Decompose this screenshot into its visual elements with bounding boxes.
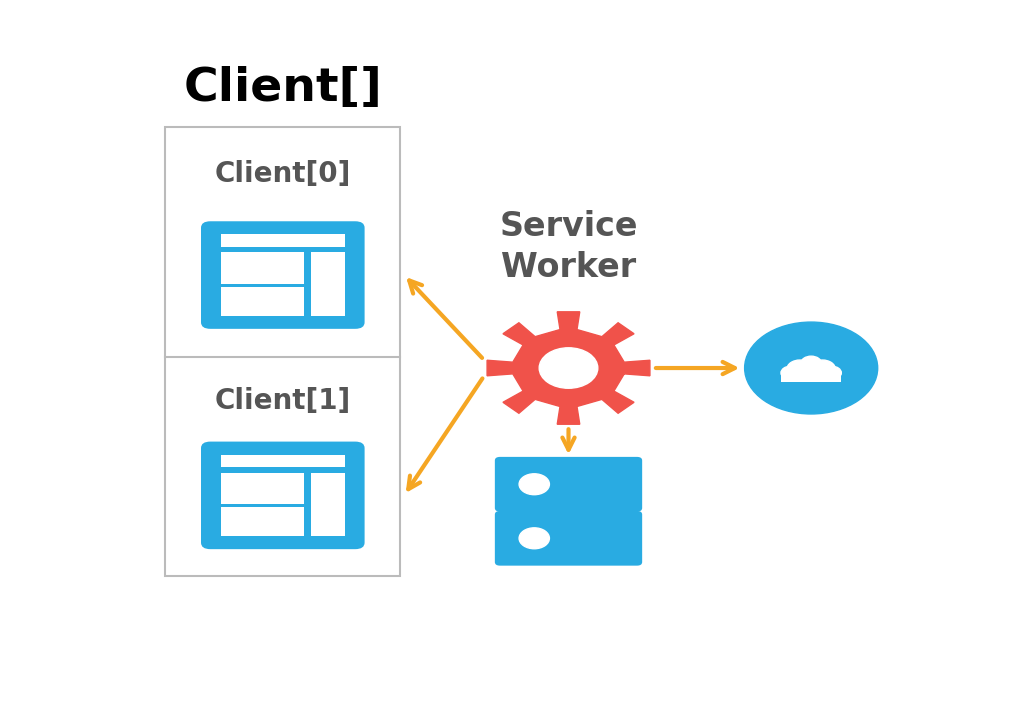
Circle shape (809, 360, 835, 378)
FancyBboxPatch shape (201, 442, 365, 549)
Bar (311, 252, 345, 316)
Text: Client[]: Client[] (184, 66, 382, 112)
Circle shape (801, 356, 821, 371)
Circle shape (787, 360, 813, 378)
Circle shape (519, 528, 549, 549)
FancyBboxPatch shape (201, 221, 365, 329)
Circle shape (539, 347, 598, 388)
Bar (311, 472, 345, 536)
Text: Service
Worker: Service Worker (499, 211, 637, 284)
Bar (220, 504, 304, 508)
FancyBboxPatch shape (495, 511, 642, 566)
Polygon shape (487, 312, 649, 424)
Text: Client[0]: Client[0] (214, 160, 351, 188)
Circle shape (519, 474, 549, 495)
Circle shape (744, 322, 878, 414)
Circle shape (781, 366, 800, 380)
Circle shape (822, 366, 841, 380)
FancyBboxPatch shape (166, 128, 400, 576)
FancyBboxPatch shape (495, 457, 642, 512)
Bar (220, 252, 304, 316)
Bar (220, 472, 304, 536)
Text: Client[1]: Client[1] (215, 387, 350, 415)
Bar (220, 455, 345, 467)
Bar (782, 373, 841, 382)
Bar (220, 234, 345, 246)
Bar (220, 284, 304, 287)
